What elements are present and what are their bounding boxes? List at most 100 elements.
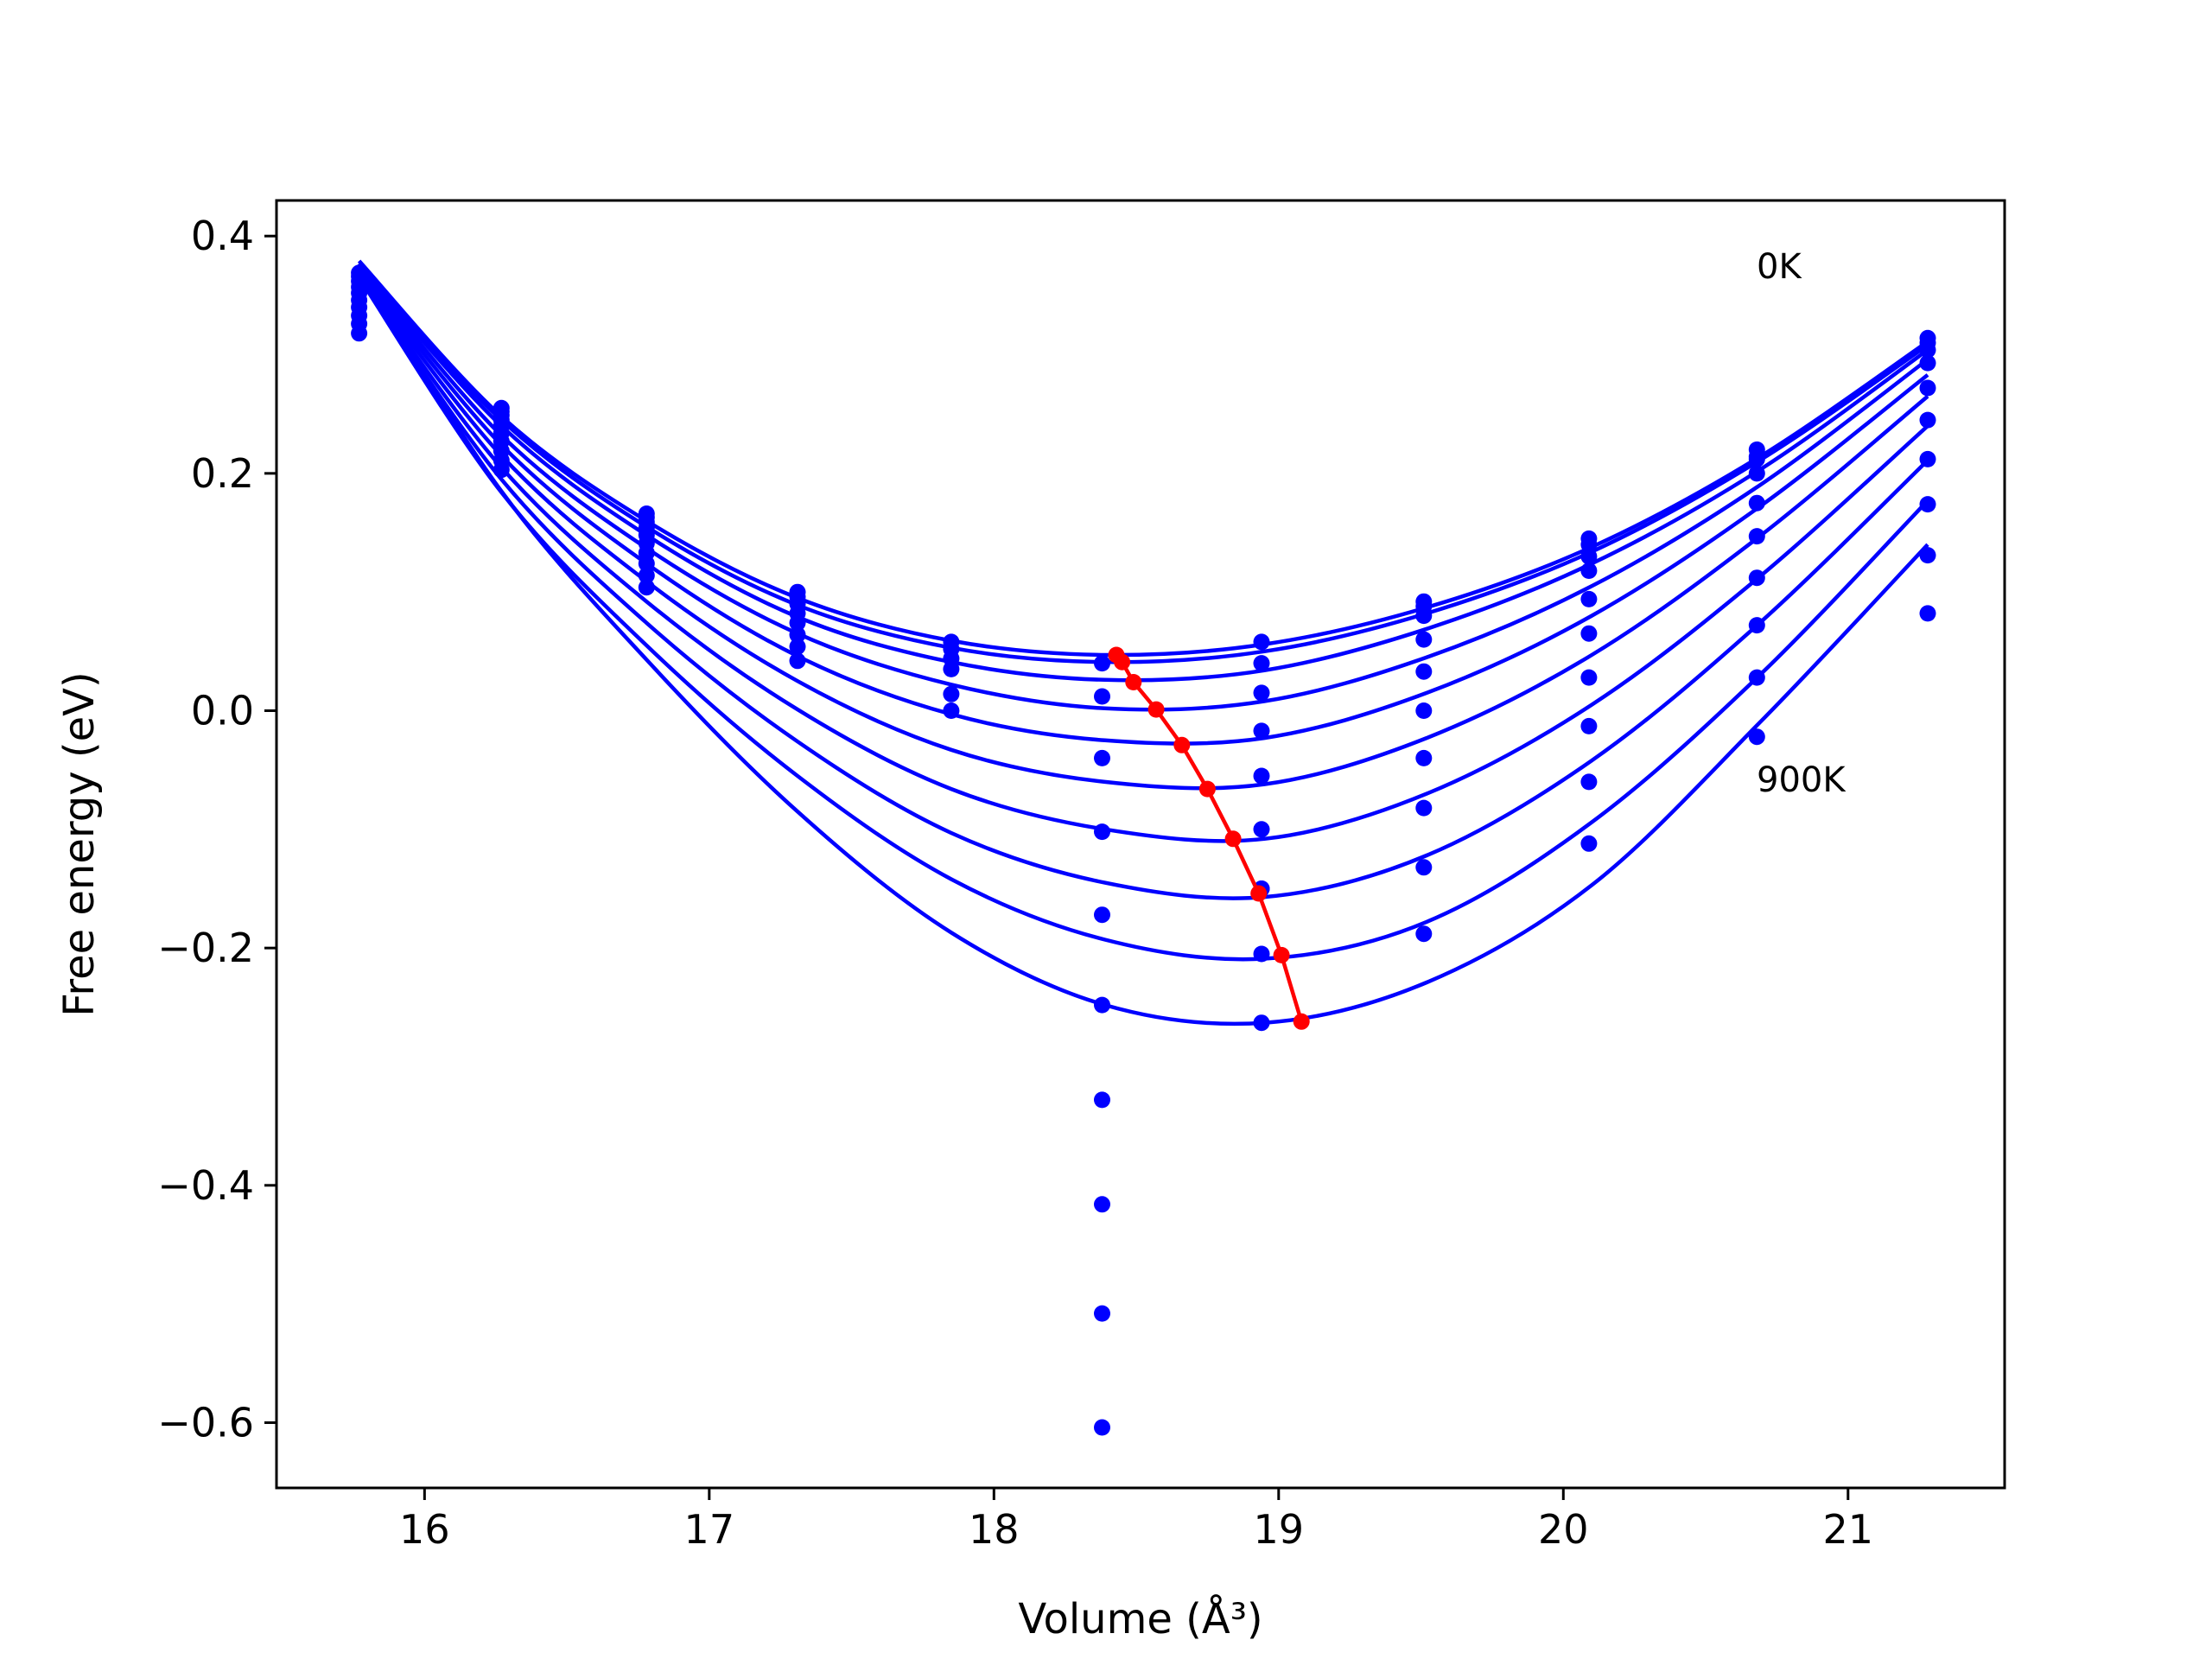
- data-point: [1919, 341, 1936, 359]
- fit-curve-7: [357, 275, 1929, 900]
- data-point: [1919, 605, 1936, 622]
- data-point: [1919, 411, 1936, 429]
- data-point: [1415, 702, 1433, 719]
- data-point: [1094, 1419, 1110, 1436]
- minimum-point: [1224, 830, 1242, 848]
- y-axis-ticks: 0.4 0.2 0.0 −0.2 −0.4 −0.6: [157, 213, 276, 1446]
- data-point: [1253, 684, 1270, 702]
- annotation-900k: 900K: [1757, 760, 1847, 800]
- data-point: [1253, 1014, 1270, 1032]
- data-point: [1094, 1305, 1110, 1322]
- data-point: [638, 555, 655, 572]
- data-point: [1253, 633, 1270, 651]
- fit-curve-2: [357, 264, 1929, 683]
- y-tick-label: −0.6: [157, 1399, 254, 1446]
- data-point: [789, 652, 806, 670]
- x-tick-label: 17: [684, 1506, 735, 1553]
- data-point: [493, 461, 510, 479]
- data-point: [1253, 767, 1270, 785]
- data-point: [351, 325, 368, 342]
- y-tick-label: −0.2: [157, 925, 254, 971]
- data-point: [943, 702, 960, 719]
- data-point: [789, 614, 806, 632]
- data-point: [1094, 1091, 1110, 1109]
- minima-polyline: [1115, 653, 1304, 1022]
- data-point: [1580, 536, 1598, 553]
- x-tick-label: 16: [399, 1506, 450, 1553]
- data-point: [1580, 717, 1598, 734]
- x-tick-label: 19: [1254, 1506, 1305, 1553]
- data-point: [1094, 906, 1110, 924]
- data-point: [1094, 655, 1110, 672]
- data-point: [1919, 496, 1936, 513]
- y-tick-label: −0.4: [157, 1162, 254, 1209]
- data-point: [1094, 688, 1110, 705]
- minima-line: [1108, 646, 1310, 1030]
- data-point: [1094, 1196, 1110, 1213]
- data-point: [1919, 450, 1936, 467]
- fit-curve-0: [357, 259, 1929, 658]
- x-tick-label: 21: [1823, 1506, 1874, 1553]
- data-point: [1094, 996, 1110, 1014]
- x-axis-ticks: 16 17 18 19 20 21: [399, 1488, 1873, 1553]
- data-point: [1253, 655, 1270, 672]
- y-tick-label: 0.4: [191, 213, 254, 259]
- data-point: [1415, 859, 1433, 876]
- data-point: [1580, 773, 1598, 791]
- data-point: [1748, 494, 1765, 512]
- data-point: [789, 626, 806, 644]
- data-point: [1919, 379, 1936, 397]
- data-point: [1253, 821, 1270, 838]
- y-tick-label: 0.2: [191, 450, 254, 497]
- data-point: [943, 660, 960, 677]
- x-axis-title: Volume (Å³): [1018, 1594, 1262, 1643]
- y-tick-label: 0.0: [191, 688, 254, 734]
- fit-curve-5: [357, 271, 1929, 791]
- data-point: [1919, 354, 1936, 372]
- minimum-point: [1125, 674, 1142, 690]
- data-point: [1580, 669, 1598, 686]
- data-point: [1748, 669, 1765, 686]
- data-point: [638, 567, 655, 584]
- fit-curve-4: [357, 269, 1929, 746]
- data-point: [1748, 528, 1765, 545]
- data-point: [1415, 598, 1433, 615]
- data-point: [1253, 722, 1270, 740]
- data-points: [351, 264, 1936, 1436]
- x-tick-label: 20: [1538, 1506, 1589, 1553]
- data-point: [1580, 835, 1598, 852]
- data-point: [1094, 749, 1110, 766]
- data-point: [638, 579, 655, 596]
- fit-curve-8: [357, 276, 1929, 962]
- minimum-point: [1173, 736, 1191, 753]
- minimum-point: [1114, 653, 1131, 671]
- data-point: [1415, 799, 1433, 817]
- data-point: [1415, 631, 1433, 648]
- fit-curve-3: [357, 266, 1929, 712]
- minimum-point: [1198, 780, 1216, 798]
- minimum-point: [1273, 946, 1290, 963]
- data-point: [1415, 663, 1433, 680]
- minimum-point: [1250, 885, 1268, 902]
- data-point: [1748, 569, 1765, 587]
- data-point: [1580, 625, 1598, 642]
- data-point: [789, 638, 806, 655]
- data-point: [1748, 728, 1765, 746]
- data-point: [943, 685, 960, 702]
- fit-curves: [357, 259, 1929, 1027]
- data-point: [1748, 465, 1765, 482]
- fit-curve-9: [357, 268, 1929, 1027]
- data-point: [1094, 823, 1110, 841]
- data-point: [1580, 590, 1598, 607]
- data-point: [1415, 925, 1433, 943]
- x-tick-label: 18: [969, 1506, 1020, 1553]
- data-point: [1580, 548, 1598, 565]
- data-point: [1919, 547, 1936, 564]
- minimum-point: [1147, 701, 1165, 718]
- annotation-0k: 0K: [1757, 247, 1802, 287]
- minimum-point: [1293, 1013, 1310, 1030]
- plot-area: [276, 200, 2005, 1488]
- data-point: [1253, 945, 1270, 963]
- data-point: [1748, 450, 1765, 467]
